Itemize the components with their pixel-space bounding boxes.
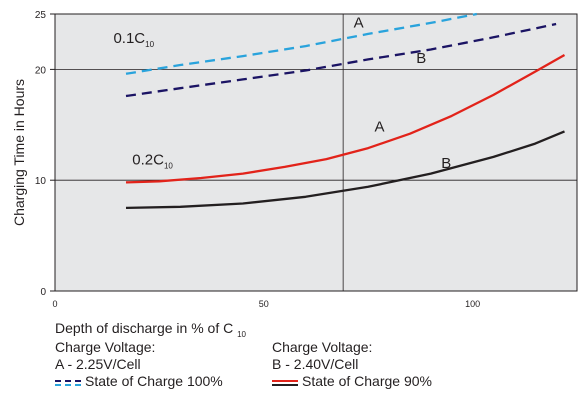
legend-dashed-label: State of Charge 100% bbox=[85, 373, 223, 389]
series-line-01C10-a bbox=[125, 12, 478, 75]
series-line-01C10-b bbox=[125, 22, 557, 98]
solid-line-swatch bbox=[272, 373, 298, 390]
series-line-02C10-b bbox=[125, 130, 565, 210]
x-axis-title: Depth of discharge in % of C 10 bbox=[55, 320, 246, 343]
curve-annotation-subscript: 10 bbox=[164, 162, 173, 171]
x-tick-label: 100 bbox=[465, 299, 480, 309]
legend-solid-entry: State of Charge 90% bbox=[272, 373, 432, 390]
x-axis-title-subscript: 10 bbox=[237, 329, 247, 339]
y-tick-label: 20 bbox=[35, 65, 47, 76]
y-axis-title: Charging Time in Hours bbox=[11, 79, 27, 226]
x-tick-label: 50 bbox=[259, 299, 269, 309]
curve-annotation: A bbox=[374, 118, 384, 135]
curve-annotation: 0.2C10 bbox=[132, 152, 173, 171]
curve-annotation-subscript: 10 bbox=[145, 40, 154, 49]
x-axis-title-text: Depth of discharge in % of C bbox=[55, 320, 234, 336]
dashed-line-swatch bbox=[55, 373, 81, 390]
x-tick-label: 0 bbox=[52, 299, 57, 309]
y-tick-label: 25 bbox=[35, 10, 47, 21]
curve-annotation: 0.1C10 bbox=[113, 30, 154, 49]
legend-voltage-b: Charge Voltage: B - 2.40V/Cell State of … bbox=[272, 339, 432, 390]
legend-voltage-a-value: A - 2.25V/Cell bbox=[55, 356, 141, 372]
legend-voltage-a-heading: Charge Voltage: bbox=[55, 339, 156, 355]
charging-time-chart: 0 10 20 25 0 50 100 Charging Time in Hours 0.1C1… bbox=[11, 10, 578, 309]
y-tick-label: 10 bbox=[35, 176, 47, 187]
plot-area bbox=[54, 13, 578, 292]
legend-voltage-b-heading: Charge Voltage: bbox=[272, 339, 373, 355]
series-line-02C10-a bbox=[125, 53, 566, 184]
legend-voltage-a: Charge Voltage: A - 2.25V/Cell State of … bbox=[55, 339, 223, 390]
curve-annotation: B bbox=[441, 155, 451, 172]
legend-solid-label: State of Charge 90% bbox=[302, 373, 432, 389]
legend-voltage-b-value: B - 2.40V/Cell bbox=[272, 356, 359, 372]
curve-annotation: B bbox=[416, 50, 426, 67]
curve-annotation: A bbox=[354, 14, 364, 31]
y-tick-label: 0 bbox=[40, 287, 46, 298]
legend-dashed-entry: State of Charge 100% bbox=[55, 373, 223, 390]
